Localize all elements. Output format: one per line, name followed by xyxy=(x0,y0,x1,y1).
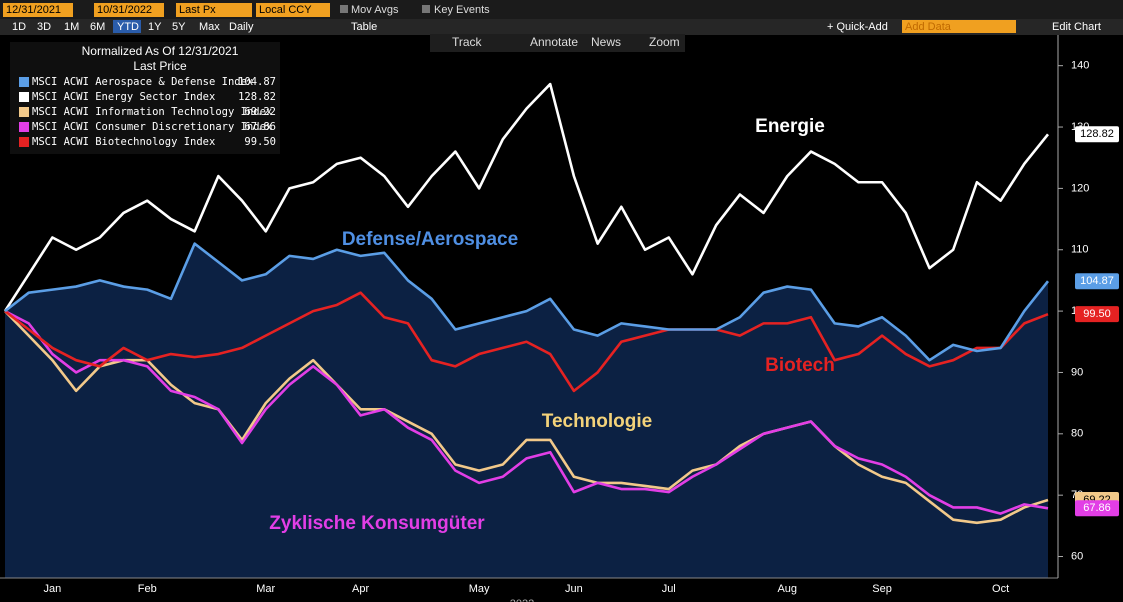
table-button[interactable]: Table xyxy=(351,21,377,33)
add-data-field[interactable] xyxy=(902,20,1016,33)
legend-box xyxy=(10,42,280,154)
y-tick-label: 120 xyxy=(1071,182,1089,194)
tool-button[interactable]: Track xyxy=(452,35,483,49)
legend-subtitle: Last Price xyxy=(133,59,187,73)
edit-chart[interactable]: Edit Chart xyxy=(1052,21,1101,33)
price[interactable]: Last Px xyxy=(179,4,216,16)
last-value-label: 99.50 xyxy=(1083,308,1111,320)
period-button[interactable]: YTD xyxy=(117,21,139,33)
x-tick-label: Mar xyxy=(256,583,275,595)
x-tick-label: Apr xyxy=(352,583,369,595)
start-date[interactable]: 12/31/2021 xyxy=(6,4,61,16)
legend-name: MSCI ACWI Consumer Discretionary Index xyxy=(32,121,272,133)
x-tick-label: Jan xyxy=(44,583,62,595)
last-value-badge xyxy=(1075,273,1119,290)
legend-value: 67.86 xyxy=(244,121,276,133)
y-tick-label: 110 xyxy=(1071,244,1089,256)
series-line xyxy=(4,291,1049,393)
tool-button[interactable]: Zoom xyxy=(649,35,680,49)
checkbox[interactable] xyxy=(340,5,348,13)
currency-field[interactable] xyxy=(256,3,330,17)
x-tick-label: Jul xyxy=(662,583,676,595)
x-tick-label: Sep xyxy=(872,583,892,595)
legend-value: 99.50 xyxy=(244,136,276,148)
end-date[interactable]: 10/31/2022 xyxy=(97,4,152,16)
x-tick-label: Feb xyxy=(138,583,157,595)
checkbox[interactable] xyxy=(422,5,430,13)
annotation: Technologie xyxy=(542,411,652,432)
legend-value: 128.82 xyxy=(238,91,276,103)
last-value-label: 104.87 xyxy=(1080,275,1114,287)
legend-name: MSCI ACWI Information Technology Index xyxy=(32,106,272,118)
mov-avgs[interactable]: Mov Avgs xyxy=(351,4,399,16)
y-tick-label: 80 xyxy=(1071,428,1083,440)
legend-name: MSCI ACWI Energy Sector Index xyxy=(32,91,215,103)
add-data[interactable]: Add Data xyxy=(905,21,952,33)
legend-swatch xyxy=(19,77,29,87)
legend-swatch xyxy=(19,107,29,117)
area xyxy=(5,243,1048,578)
period-button[interactable]: 1D xyxy=(12,21,26,33)
series-line xyxy=(4,310,1049,525)
end-date-field[interactable] xyxy=(94,3,164,17)
currency[interactable]: Local CCY xyxy=(259,4,312,16)
tool-button[interactable]: News xyxy=(591,35,621,49)
key-events[interactable]: Key Events xyxy=(434,4,490,16)
period-button[interactable]: 1Y xyxy=(148,21,162,33)
series-line xyxy=(4,242,1050,362)
period-button[interactable]: Max xyxy=(199,21,220,33)
annotation: Zyklische Konsumgüter xyxy=(269,513,485,534)
legend-swatch xyxy=(19,92,29,102)
second-bar xyxy=(0,19,1123,35)
x-axis-label: 2022 xyxy=(510,598,534,602)
last-value-badge xyxy=(1075,126,1119,143)
x-tick-label: May xyxy=(469,583,490,595)
frequency[interactable]: Daily xyxy=(229,21,254,33)
period-button[interactable]: 1M xyxy=(64,21,79,33)
legend-swatch xyxy=(19,122,29,132)
start-date-field[interactable] xyxy=(3,3,73,17)
legend-name: MSCI ACWI Biotechnology Index xyxy=(32,136,215,148)
x-tick-label: Jun xyxy=(565,583,583,595)
last-value-label: 67.86 xyxy=(1083,502,1111,514)
tool-bar xyxy=(430,34,685,52)
annotation: Energie xyxy=(755,116,825,137)
legend-value: 69.22 xyxy=(244,106,276,118)
period-selected[interactable] xyxy=(113,20,141,33)
y-tick-label: 60 xyxy=(1071,550,1083,562)
period-button[interactable]: 5Y xyxy=(172,21,186,33)
x-tick-label: Aug xyxy=(777,583,797,595)
last-value-badge xyxy=(1075,500,1119,517)
top-bar xyxy=(0,0,1123,19)
period-button[interactable]: 6M xyxy=(90,21,105,33)
legend-value: 104.87 xyxy=(238,76,276,88)
last-value-badge xyxy=(1075,306,1119,323)
price-field[interactable] xyxy=(176,3,252,17)
legend-name: MSCI ACWI Aerospace & Defense Index xyxy=(32,76,253,88)
y-tick-label: 140 xyxy=(1071,60,1089,72)
period-button[interactable]: 3D xyxy=(37,21,51,33)
annotation: Defense/Aerospace xyxy=(342,229,518,250)
annotation: Biotech xyxy=(765,355,835,376)
y-tick-label: 90 xyxy=(1071,366,1083,378)
legend-title: Normalized As Of 12/31/2021 xyxy=(82,44,239,58)
tool-button[interactable]: Annotate xyxy=(530,35,578,49)
last-value-label: 128.82 xyxy=(1080,128,1114,140)
x-tick-label: Oct xyxy=(992,583,1009,595)
series-line xyxy=(4,309,1049,515)
legend-swatch xyxy=(19,137,29,147)
quick-add[interactable]: + Quick-Add xyxy=(827,21,888,33)
series-line xyxy=(3,82,1050,312)
